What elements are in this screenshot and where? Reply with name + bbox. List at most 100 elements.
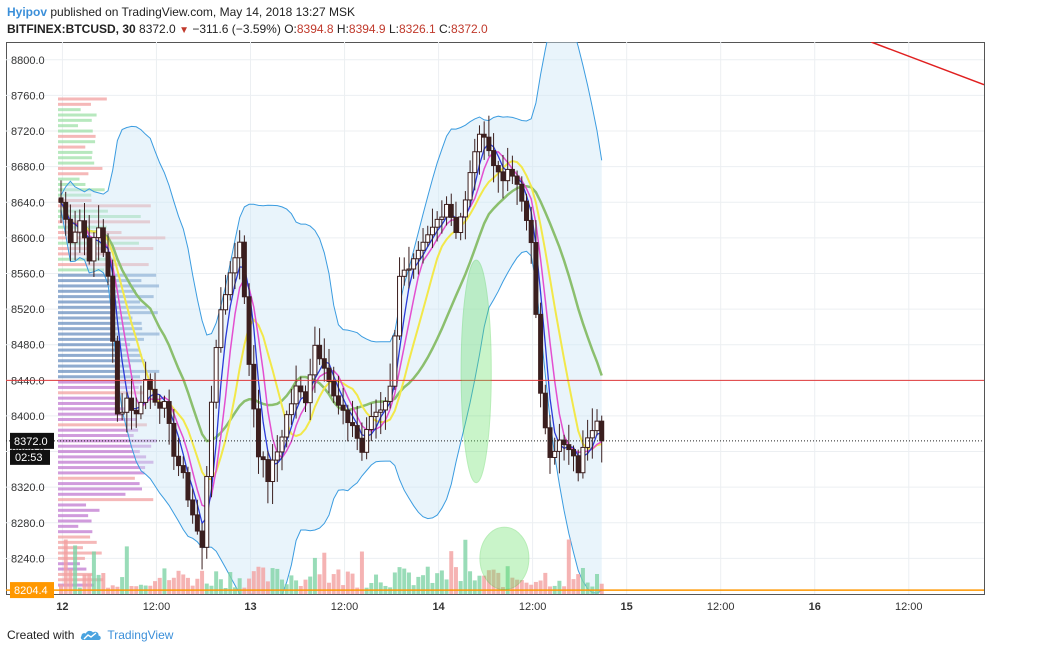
- candle-body: [72, 231, 78, 244]
- candle-body: [176, 455, 182, 467]
- candle-body: [585, 437, 591, 448]
- volume-profile-bar: [58, 289, 137, 293]
- volume-bar: [515, 579, 520, 594]
- symbol-label: BITFINEX:BTCUSD, 30: [7, 22, 136, 36]
- candle-body: [157, 401, 163, 409]
- candle-body: [542, 392, 548, 429]
- x-tick-label: 12:00: [331, 601, 359, 613]
- candle-body: [415, 249, 421, 260]
- candle-body: [500, 171, 506, 182]
- volume-bar: [350, 573, 355, 594]
- candle-body: [345, 409, 351, 424]
- volume-bar: [538, 580, 543, 594]
- candle-body: [307, 374, 313, 404]
- volume-profile-bar: [58, 305, 147, 309]
- volume-profile-bar: [58, 321, 142, 325]
- y-tick-label: 8400.0: [11, 411, 45, 423]
- volume-profile-bar: [58, 423, 147, 427]
- candle-body: [199, 530, 205, 548]
- volume-bar: [557, 580, 562, 594]
- volume-profile-bar: [58, 359, 145, 363]
- candle-body: [227, 272, 233, 296]
- candle-body: [96, 227, 102, 239]
- y-tick-label: 8680.0: [11, 162, 45, 174]
- volume-bar: [406, 572, 411, 594]
- y-tick-label: 8720.0: [11, 126, 45, 138]
- plot-layer: [6, 42, 984, 594]
- candle-body: [279, 436, 285, 453]
- volume-bar: [59, 584, 63, 594]
- author-name[interactable]: Hyipov: [7, 5, 48, 19]
- candle-body: [288, 403, 294, 416]
- volume-bar: [218, 579, 223, 594]
- candle-body: [194, 514, 200, 532]
- y-tick-label: 8320.0: [11, 482, 45, 494]
- volume-bar: [416, 576, 421, 594]
- volume-bar: [312, 557, 317, 594]
- y-tick-label: 8760.0: [11, 90, 45, 102]
- volume-bar: [345, 571, 350, 594]
- volume-bar: [585, 582, 590, 594]
- published-text: published on TradingView.com, May 14, 20…: [50, 5, 355, 19]
- volume-profile-bar: [58, 556, 85, 560]
- volume-bar: [482, 575, 487, 594]
- candle-body: [284, 414, 290, 438]
- volume-bar: [421, 575, 426, 594]
- candle-body: [505, 168, 511, 182]
- volume-profile-bar: [58, 450, 140, 454]
- low-label: L:: [388, 22, 399, 36]
- volume-profile-bar: [58, 546, 83, 550]
- volume-bar: [106, 587, 111, 594]
- candle-body: [114, 340, 120, 415]
- candle-body: [509, 168, 515, 177]
- open-label: O:: [284, 22, 297, 36]
- candles: [58, 115, 605, 570]
- volume-profile-bar: [58, 417, 137, 421]
- candle-body: [317, 344, 323, 360]
- last-price-box: [10, 432, 54, 449]
- volume-profile-bar: [58, 487, 143, 491]
- candle-body: [547, 427, 553, 458]
- candle-body: [265, 459, 271, 483]
- price-chart[interactable]: 8240.08280.08320.08360.08400.08440.08480…: [6, 42, 1048, 618]
- candle-body: [495, 165, 501, 173]
- candle-body: [312, 344, 318, 376]
- volume-bar: [200, 570, 205, 594]
- volume-profile-bar: [58, 182, 86, 186]
- symbol-line: BITFINEX:BTCUSD, 30 8372.0 ▼ −311.6 (−3.…: [7, 21, 1047, 37]
- x-tick-label: 15: [621, 601, 633, 613]
- candle-body: [462, 199, 468, 218]
- created-with-text: Created with: [7, 628, 75, 642]
- volume-profile-bar: [58, 252, 110, 256]
- support-price-label: 8204.4: [14, 585, 48, 597]
- candle-body: [213, 347, 219, 403]
- brand-label[interactable]: TradingView: [107, 628, 174, 642]
- volume-profile-bar: [58, 231, 122, 235]
- tradingview-link[interactable]: TradingView: [80, 626, 173, 644]
- candle-body: [561, 439, 567, 446]
- volume-profile-bar: [58, 514, 89, 518]
- volume-profile-bar: [58, 492, 126, 496]
- volume-bar: [524, 582, 529, 594]
- volume-profile-bar: [58, 177, 80, 181]
- candle-body: [448, 203, 454, 218]
- candle-body: [392, 335, 398, 387]
- volume-profile-bar: [58, 519, 92, 523]
- y-tick-label: 8480.0: [11, 340, 45, 352]
- candle-body: [246, 296, 252, 365]
- candle-body: [340, 404, 346, 411]
- volume-bar: [496, 572, 501, 594]
- candle-body: [491, 150, 497, 167]
- volume-bar: [73, 545, 78, 594]
- candle-body: [599, 420, 605, 442]
- high-value: 8394.9: [348, 22, 386, 36]
- candle-body: [293, 385, 299, 405]
- volume-bar: [181, 574, 186, 594]
- candle-body: [368, 416, 374, 431]
- volume-bar: [453, 567, 458, 594]
- y-tick-label: 8440.0: [11, 375, 45, 387]
- volume-bar: [331, 574, 336, 594]
- volume-bar: [171, 577, 176, 594]
- last-price-label: 8372.0: [14, 436, 48, 448]
- volume-profile-bar: [58, 166, 103, 170]
